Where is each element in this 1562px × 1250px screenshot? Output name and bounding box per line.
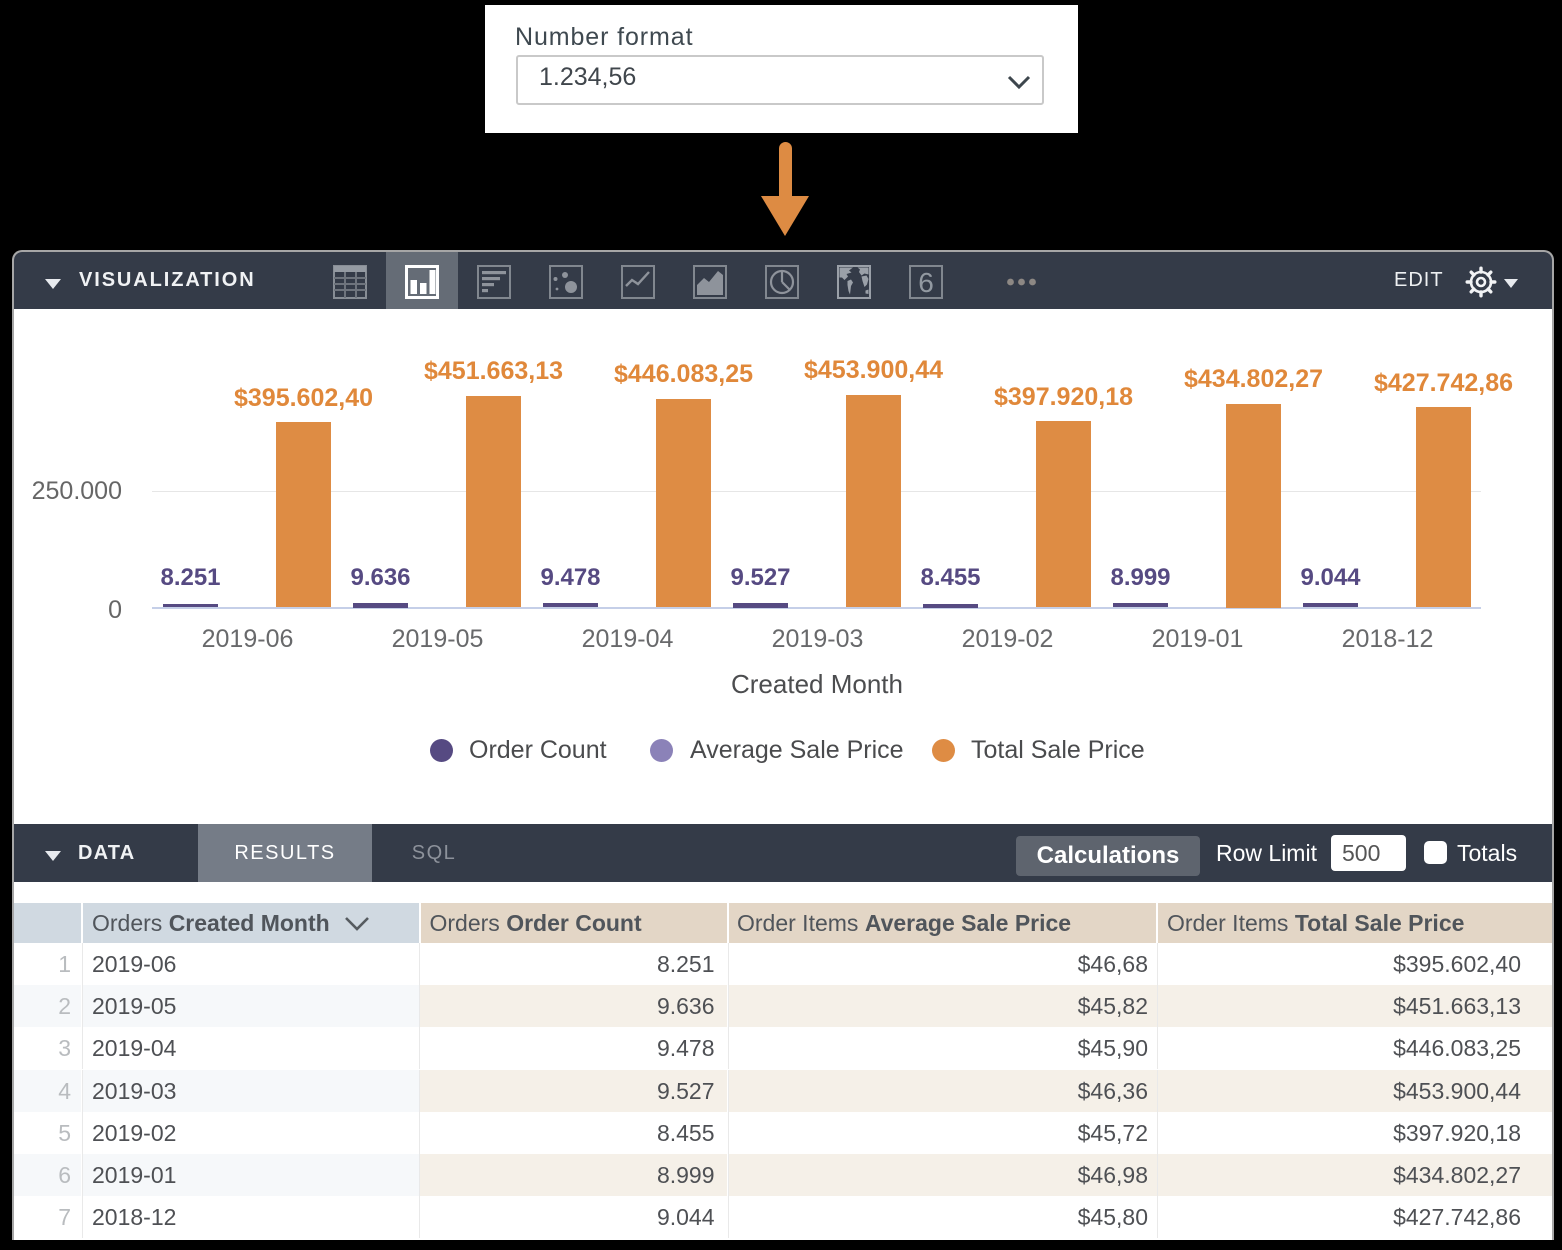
svg-text:6: 6: [918, 267, 934, 298]
